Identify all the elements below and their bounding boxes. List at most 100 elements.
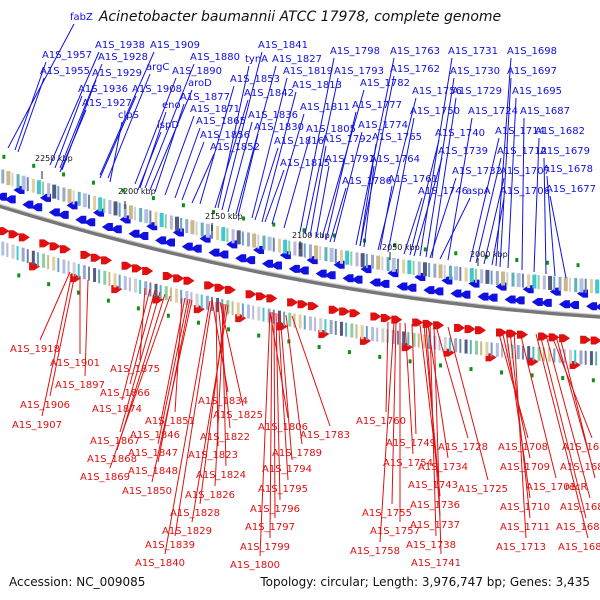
gene-label[interactable]: A1S_1826 bbox=[185, 490, 235, 501]
gene-label[interactable]: A1S_1730 bbox=[450, 66, 500, 77]
gene-label[interactable]: A1S_1760 bbox=[356, 416, 406, 427]
gene-label[interactable]: A1S_1829 bbox=[162, 526, 212, 537]
gene-label[interactable]: A1S_1678 bbox=[543, 164, 593, 175]
gene-label[interactable]: A1S_1740 bbox=[435, 128, 485, 139]
gene-label[interactable]: A1S_1957 bbox=[42, 50, 92, 61]
gene-label[interactable]: A1S_1688 bbox=[556, 522, 600, 533]
gene-label[interactable]: A1S_1927 bbox=[82, 98, 132, 109]
gene-label[interactable]: A1S_1697 bbox=[507, 66, 557, 77]
gene-label[interactable]: A1S_1936 bbox=[78, 84, 128, 95]
gene-label[interactable]: A1S_1928 bbox=[98, 52, 148, 63]
gene-label[interactable]: A1S_1805 bbox=[306, 124, 356, 135]
gene-label[interactable]: A1S_1754 bbox=[383, 458, 433, 469]
gene-label[interactable]: A1S_1813 bbox=[292, 80, 342, 91]
gene-label[interactable]: ispD bbox=[157, 120, 179, 131]
gene-label[interactable]: A1S_1684 bbox=[560, 462, 600, 473]
gene-label[interactable]: A1S_1682 bbox=[535, 126, 585, 137]
gene-label[interactable]: A1S_1683 bbox=[562, 442, 600, 453]
gene-label[interactable]: A1S_1901 bbox=[50, 358, 100, 369]
gene-label[interactable]: A1S_1679 bbox=[540, 146, 590, 157]
gene-label[interactable]: A1S_1777 bbox=[352, 100, 402, 111]
gene-label[interactable]: tynA bbox=[245, 54, 268, 65]
gene-label[interactable]: A1S_1874 bbox=[92, 404, 142, 415]
gene-label[interactable]: A1S_1907 bbox=[12, 420, 62, 431]
gene-label[interactable]: A1S_1830 bbox=[254, 122, 304, 133]
gene-label[interactable]: A1S_1847 bbox=[128, 448, 178, 459]
gene-label[interactable]: A1S_1695 bbox=[512, 86, 562, 97]
gene-label[interactable]: A1S_1714 bbox=[495, 126, 545, 137]
gene-label[interactable]: A1S_1774 bbox=[358, 120, 408, 131]
gene-label[interactable]: A1S_1782 bbox=[360, 78, 410, 89]
gene-label[interactable]: A1S_1761 bbox=[388, 174, 438, 185]
gene-label[interactable]: A1S_1743 bbox=[408, 480, 458, 491]
gene-label[interactable]: A1S_1749 bbox=[386, 438, 436, 449]
gene-label[interactable]: A1S_1839 bbox=[145, 540, 195, 551]
gene-label[interactable]: A1S_1731 bbox=[448, 46, 498, 57]
gene-label[interactable]: A1S_1871 bbox=[190, 104, 240, 115]
gene-label[interactable]: A1S_1875 bbox=[110, 364, 160, 375]
gene-label[interactable]: A1S_1909 bbox=[150, 40, 200, 51]
gene-label[interactable]: A1S_1706 bbox=[500, 186, 550, 197]
gene-label[interactable]: fabZ bbox=[70, 12, 93, 23]
gene-label[interactable]: clpS bbox=[118, 110, 139, 121]
gene-label[interactable]: A1S_1929 bbox=[92, 68, 142, 79]
gene-label[interactable]: A1S_1918 bbox=[10, 344, 60, 355]
gene-label[interactable]: aspA bbox=[466, 186, 491, 197]
gene-label[interactable]: A1S_1712 bbox=[497, 146, 547, 157]
gene-label[interactable]: A1S_1868 bbox=[87, 454, 137, 465]
gene-label[interactable]: A1S_1806 bbox=[258, 422, 308, 433]
gene-label[interactable]: A1S_1865 bbox=[196, 116, 246, 127]
gene-label[interactable]: A1S_1800 bbox=[230, 560, 280, 571]
gene-label[interactable]: A1S_1852 bbox=[210, 142, 260, 153]
gene-label[interactable]: A1S_1825 bbox=[213, 410, 263, 421]
gene-label[interactable]: A1S_1851 bbox=[145, 416, 195, 427]
gene-label[interactable]: A1S_1737 bbox=[410, 520, 460, 531]
gene-label[interactable]: A1S_1762 bbox=[390, 64, 440, 75]
gene-label[interactable]: A1S_1866 bbox=[100, 388, 150, 399]
gene-label[interactable]: A1S_1793 bbox=[334, 66, 384, 77]
gene-label[interactable]: A1S_1739 bbox=[438, 146, 488, 157]
gene-label[interactable]: A1S_1815 bbox=[280, 158, 330, 169]
gene-label[interactable]: A1S_1764 bbox=[370, 154, 420, 165]
gene-label[interactable]: A1S_1824 bbox=[196, 470, 246, 481]
gene-label[interactable]: A1S_1816 bbox=[274, 136, 324, 147]
gene-label[interactable]: A1S_1729 bbox=[452, 86, 502, 97]
gene-label[interactable]: A1S_1856 bbox=[200, 130, 250, 141]
gene-label[interactable]: A1S_1789 bbox=[272, 448, 322, 459]
gene-label[interactable]: A1S_1880 bbox=[190, 52, 240, 63]
gene-label[interactable]: A1S_1792 bbox=[322, 134, 372, 145]
gene-label[interactable]: A1S_1701 bbox=[526, 482, 576, 493]
gene-label[interactable]: A1S_1877 bbox=[180, 92, 230, 103]
gene-label[interactable]: A1S_1758 bbox=[350, 546, 400, 557]
gene-label[interactable]: A1S_1841 bbox=[258, 40, 308, 51]
gene-label[interactable]: A1S_1728 bbox=[438, 442, 488, 453]
gene-label[interactable]: A1S_1738 bbox=[406, 540, 456, 551]
gene-label[interactable]: A1S_1827 bbox=[272, 54, 322, 65]
gene-label[interactable]: A1S_1897 bbox=[55, 380, 105, 391]
gene-label[interactable]: argC bbox=[146, 62, 169, 73]
gene-label[interactable]: A1S_1755 bbox=[362, 508, 412, 519]
gene-label[interactable]: A1S_1765 bbox=[372, 132, 422, 143]
gene-label[interactable]: A1S_1938 bbox=[95, 40, 145, 51]
gene-label[interactable]: A1S_1836 bbox=[248, 110, 298, 121]
gene-label[interactable]: A1S_1750 bbox=[410, 106, 460, 117]
gene-label[interactable]: A1S_1834 bbox=[198, 396, 248, 407]
gene-label[interactable]: A1S_1725 bbox=[458, 484, 508, 495]
gene-label[interactable]: A1S_1757 bbox=[370, 526, 420, 537]
gene-label[interactable]: A1S_1846 bbox=[130, 430, 180, 441]
gene-label[interactable]: A1S_1763 bbox=[390, 46, 440, 57]
gene-label[interactable]: A1S_1798 bbox=[330, 46, 380, 57]
gene-label[interactable]: A1S_1786 bbox=[342, 176, 392, 187]
gene-label[interactable]: A1S_1799 bbox=[240, 542, 290, 553]
gene-label[interactable]: A1S_1848 bbox=[128, 466, 178, 477]
gene-label[interactable]: A1S_1741 bbox=[411, 558, 461, 569]
gene-label[interactable]: eno bbox=[162, 100, 181, 111]
gene-label[interactable]: A1S_1689 bbox=[558, 542, 600, 553]
gene-label[interactable]: A1S_1710 bbox=[500, 502, 550, 513]
gene-label[interactable]: A1S_1890 bbox=[172, 66, 222, 77]
gene-label[interactable]: A1S_1906 bbox=[20, 400, 70, 411]
gene-label[interactable]: A1S_1734 bbox=[418, 462, 468, 473]
gene-label[interactable]: A1S_1756 bbox=[412, 86, 462, 97]
gene-label[interactable]: A1S_1908 bbox=[132, 84, 182, 95]
gene-label[interactable]: A1S_1842 bbox=[244, 88, 294, 99]
